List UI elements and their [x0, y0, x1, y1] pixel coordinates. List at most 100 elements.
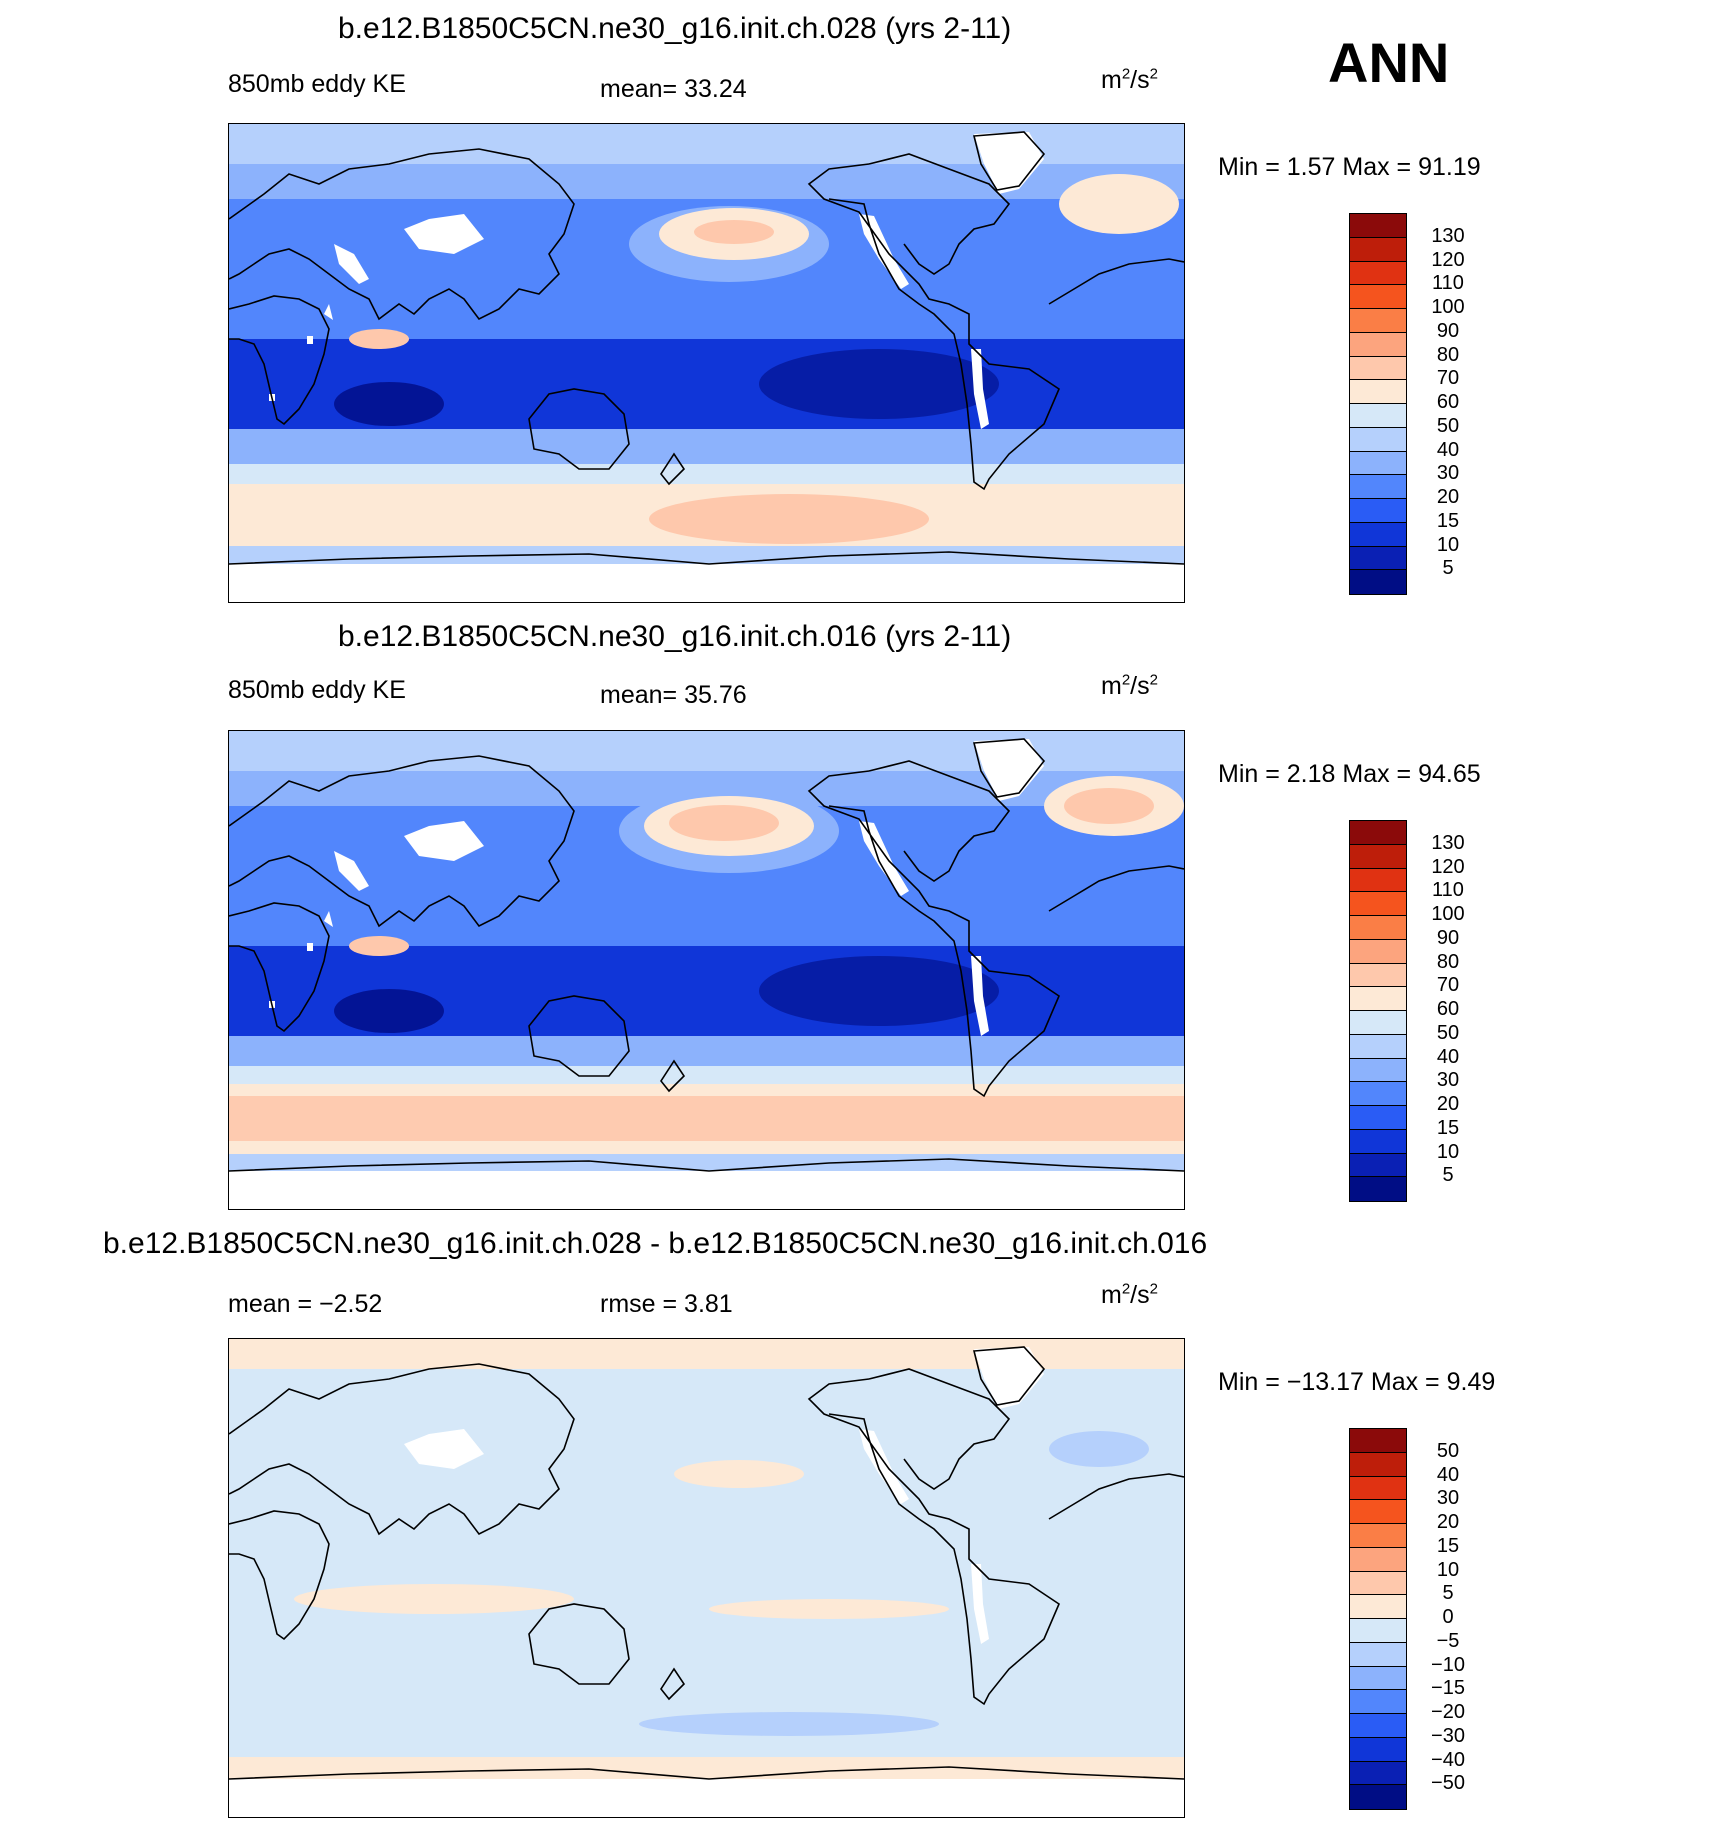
panel-2-indian-ocean-min [334, 989, 444, 1033]
colorbar-tick-label: 130 [1431, 831, 1465, 854]
colorbar-swatch [1350, 1642, 1406, 1667]
colorbar-tick-label: 40 [1436, 438, 1460, 461]
colorbar-swatch [1350, 475, 1406, 499]
colorbar-tick-label: 90 [1436, 319, 1460, 342]
colorbar-tick-label: 90 [1436, 926, 1460, 949]
colorbar-swatch [1350, 427, 1406, 452]
colorbar-swatch [1350, 309, 1406, 333]
panel-2-africa-masks [269, 911, 333, 1008]
colorbar-swatch [1350, 1058, 1406, 1083]
colorbar-swatch [1350, 499, 1406, 523]
colorbar-swatch [1350, 1452, 1406, 1477]
colorbar-tick-label: 15 [1436, 1534, 1460, 1557]
panel-3-min-max: Min = −13.17 Max = 9.49 [1218, 1368, 1496, 1396]
panel-1-northern-band [229, 164, 1184, 199]
panel-2-subantarctic-band [229, 1154, 1184, 1171]
panel-2-north-pacific-core [669, 805, 779, 841]
colorbar-tick-label: 30 [1436, 1069, 1460, 1092]
colorbar-tick-label: 10 [1436, 1140, 1460, 1163]
colorbar-tick-label: 5 [1442, 1582, 1454, 1605]
panel-2-somali-jet [349, 936, 409, 956]
panel-1-southern-midlat-band [229, 464, 1184, 484]
panel-3-colorbar [1349, 1428, 1407, 1810]
panel-1-iran-mask [334, 244, 369, 284]
colorbar-tick-label: 70 [1436, 974, 1460, 997]
panel-1-mean-label: mean= 33.24 [600, 75, 747, 103]
colorbar-tick-label: 30 [1436, 462, 1460, 485]
panel-1-map-svg [229, 124, 1184, 602]
panel-3-coastlines [229, 1346, 1184, 1780]
colorbar-tick-label: 60 [1436, 391, 1460, 413]
colorbar-tick-label: 30 [1436, 1487, 1460, 1510]
colorbar-tick-label: 70 [1436, 367, 1460, 390]
colorbar-swatch [1350, 1714, 1406, 1738]
colorbar-swatch [1350, 237, 1406, 262]
panel-2-southern-subtropics-band [229, 1036, 1184, 1066]
colorbar-tick-label: 50 [1436, 1439, 1460, 1462]
panel-3-greenland-mask [974, 1347, 1044, 1409]
panel-1-north-atlantic-track [1059, 174, 1179, 234]
colorbar-swatch [1350, 916, 1406, 940]
colorbar-swatch [1350, 1690, 1406, 1714]
panel-2-north-atlantic-core [1064, 788, 1154, 824]
colorbar-tick-label: 40 [1436, 1463, 1460, 1486]
panel-3-north-atlantic-negative [1049, 1431, 1149, 1467]
colorbar-tick-label: 20 [1436, 1093, 1460, 1115]
panel-3-units: m2/s2 [1101, 1280, 1158, 1309]
colorbar-swatch [1350, 1761, 1406, 1786]
panel-3-antarctica-mask [229, 1779, 1184, 1817]
season-label: ANN [1328, 31, 1450, 94]
colorbar-swatch [1350, 868, 1406, 893]
colorbar-swatch [1350, 404, 1406, 428]
colorbar-tick-label: 5 [1442, 1164, 1454, 1187]
colorbar-swatch [1350, 821, 1406, 845]
panel-3-pacific-positive [709, 1599, 949, 1619]
panel-1-antarctica-mask [229, 564, 1184, 602]
panel-3-north-pacific-positive [674, 1460, 804, 1488]
panel-3-field-base [229, 1339, 1184, 1817]
colorbar-tick-label: 20 [1436, 486, 1460, 508]
colorbar-swatch [1350, 1429, 1406, 1453]
panel-1-southern-subtropics-band [229, 429, 1184, 464]
panel-2-iran-mask [334, 851, 369, 891]
colorbar-tick-label: 50 [1436, 414, 1460, 437]
panel-2-title: b.e12.B1850C5CN.ne30_g16.init.ch.016 (yr… [338, 620, 1012, 653]
colorbar-swatch [1350, 1500, 1406, 1524]
panel-3-title: b.e12.B1850C5CN.ne30_g16.init.ch.028 - b… [103, 1227, 1208, 1260]
colorbar-swatch [1350, 844, 1406, 869]
colorbar-tick-label: −30 [1431, 1724, 1465, 1747]
panel-1-subantarctic-band [229, 546, 1184, 564]
panel-2-colorbar [1349, 820, 1407, 1202]
colorbar-tick-label: −50 [1431, 1772, 1465, 1795]
colorbar-tick-label: 50 [1436, 1021, 1460, 1044]
panel-2-mean-label: mean= 35.76 [600, 681, 747, 709]
panel-3-southern-ocean-negative [639, 1712, 939, 1736]
colorbar-swatch [1350, 1785, 1406, 1809]
colorbar-swatch [1350, 1476, 1406, 1501]
colorbar-swatch [1350, 1177, 1406, 1201]
colorbar-swatch [1350, 1571, 1406, 1596]
panel-2-southern-midlat-band [229, 1066, 1184, 1084]
panel-3-mean-label: mean = −2.52 [228, 1290, 383, 1318]
colorbar-swatch [1350, 1547, 1406, 1572]
colorbar-swatch [1350, 1129, 1406, 1154]
colorbar-swatch [1350, 356, 1406, 381]
colorbar-tick-label: 110 [1432, 879, 1464, 902]
panel-2-andes-mask [971, 956, 989, 1036]
colorbar-tick-label: −5 [1436, 1629, 1460, 1652]
colorbar-tick-label: 5 [1442, 557, 1454, 580]
colorbar-swatch [1350, 1034, 1406, 1059]
colorbar-tick-label: 80 [1436, 950, 1460, 973]
colorbar-swatch [1350, 987, 1406, 1011]
colorbar-tick-label: 10 [1436, 533, 1460, 556]
panel-1-map [228, 123, 1185, 603]
colorbar-swatch [1350, 963, 1406, 988]
colorbar-tick-label: 40 [1436, 1045, 1460, 1068]
colorbar-swatch [1350, 332, 1406, 357]
colorbar-swatch [1350, 570, 1406, 594]
panel-3-map-svg [229, 1339, 1184, 1817]
panel-1-north-pacific-core [694, 220, 774, 244]
colorbar-swatch [1350, 546, 1406, 571]
panel-3-tibet-mask [404, 1429, 484, 1469]
panel-1-southern-ocean-core [649, 494, 929, 544]
